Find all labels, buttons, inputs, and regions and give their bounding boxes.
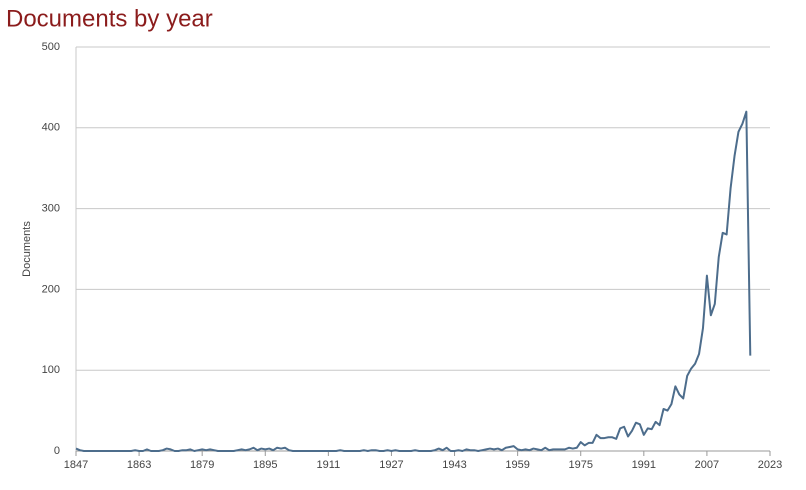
x-tick-label: 1975: [568, 459, 592, 471]
x-tick-label: 1895: [253, 459, 277, 471]
x-tick-label: 1847: [64, 459, 88, 471]
x-tick-label: 1927: [379, 459, 403, 471]
y-tick-label: 400: [42, 122, 60, 134]
y-tick-label: 500: [42, 41, 60, 53]
data-line: [75, 110, 752, 452]
y-tick-label: 300: [42, 203, 60, 215]
y-axis-label: Documents: [21, 221, 33, 277]
x-tick-label: 1879: [190, 459, 214, 471]
x-tick-label: 2023: [758, 459, 782, 471]
x-tick-label: 2007: [695, 459, 719, 471]
x-tick-label: 1991: [632, 459, 656, 471]
x-tick-label: 1959: [505, 459, 529, 471]
chart-title: Documents by year: [6, 5, 213, 32]
x-tick-label: 1911: [317, 459, 341, 471]
x-tick-label: 1863: [127, 459, 151, 471]
x-tick-label: 1943: [442, 459, 466, 471]
y-tick-label: 200: [42, 283, 60, 295]
y-tick-label: 100: [42, 364, 60, 376]
y-tick-label: 0: [54, 445, 60, 457]
